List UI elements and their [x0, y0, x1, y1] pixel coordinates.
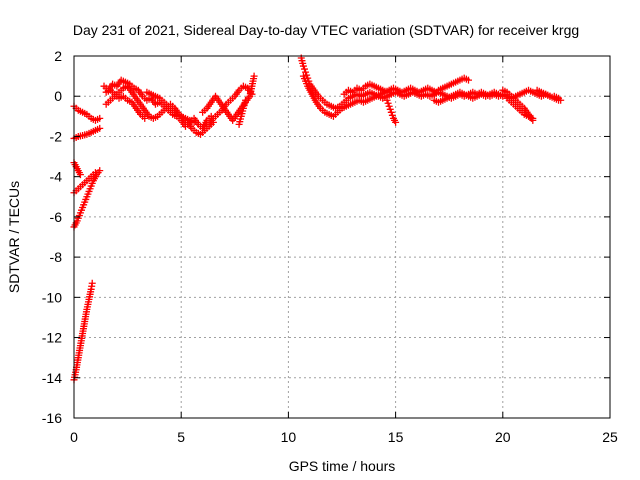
data-points [70, 54, 565, 384]
data-point [76, 171, 84, 179]
series-pre-gap-c [235, 96, 250, 128]
x-tick-label: 20 [495, 429, 511, 445]
x-tick-label: 25 [602, 429, 618, 445]
series-pre-gap-b [201, 82, 256, 132]
ticks: 0 5 10 15 20 25 -16 -14 -12 -10 -8 -6 -4 -2 0 2 [42, 48, 618, 445]
data-point [96, 167, 104, 175]
y-tick-label: 2 [54, 48, 62, 64]
data-point [303, 71, 311, 79]
y-tick-label: -4 [50, 169, 63, 185]
x-tick-label: 0 [70, 429, 78, 445]
series-early-top [70, 102, 104, 124]
data-point [385, 102, 393, 110]
x-tick-label: 5 [177, 429, 185, 445]
y-tick-label: -12 [42, 330, 62, 346]
data-point [88, 279, 96, 287]
series-morning-c [102, 86, 149, 122]
x-tick-label: 10 [281, 429, 297, 445]
series-afternoon-d [383, 96, 400, 126]
y-tick-label: -10 [42, 289, 62, 305]
grid [74, 56, 610, 418]
data-point [392, 118, 400, 126]
series-afternoon-c [340, 80, 391, 98]
chart-title: Day 231 of 2021, Sidereal Day-to-day VTE… [73, 22, 579, 38]
series-early-upper [70, 124, 104, 142]
series-afternoon-f [430, 88, 507, 106]
data-point [242, 96, 250, 104]
x-tick-label: 15 [388, 429, 404, 445]
y-tick-label: -16 [42, 410, 62, 426]
y-axis-title: SDTVAR / TECUs [6, 181, 22, 293]
data-point [300, 65, 308, 73]
series-early-short [70, 159, 84, 179]
data-point [557, 96, 565, 104]
data-point [302, 68, 310, 76]
data-point [384, 99, 392, 107]
series-afternoon-e [430, 74, 472, 98]
y-tick-label: 0 [54, 88, 62, 104]
series-early-mid [70, 169, 99, 197]
series-late-c [533, 86, 565, 104]
series-morning-b [102, 82, 217, 138]
data-point [91, 169, 99, 177]
data-point [499, 92, 507, 100]
data-point [388, 111, 396, 119]
y-tick-label: -8 [50, 249, 63, 265]
series-morning-a [100, 76, 215, 132]
data-point [248, 90, 256, 98]
data-point [250, 72, 258, 80]
data-point [383, 88, 391, 96]
data-point [96, 114, 104, 122]
y-tick-label: -6 [50, 209, 63, 225]
series-morning-d [143, 88, 198, 126]
data-point [96, 124, 104, 132]
data-point [464, 76, 472, 84]
series-early-lower [70, 167, 104, 231]
data-point [383, 96, 391, 104]
series-steep-drop [70, 279, 96, 384]
data-point [387, 108, 395, 116]
data-point [529, 114, 537, 122]
plot-frame [73, 55, 611, 419]
data-point [386, 105, 394, 113]
y-tick-label: -14 [42, 370, 62, 386]
data-point [190, 118, 198, 126]
y-tick-label: -2 [50, 128, 63, 144]
data-point [141, 114, 149, 122]
series-late-b [503, 94, 537, 122]
data-point [299, 62, 307, 70]
x-axis-title: GPS time / hours [289, 458, 396, 474]
